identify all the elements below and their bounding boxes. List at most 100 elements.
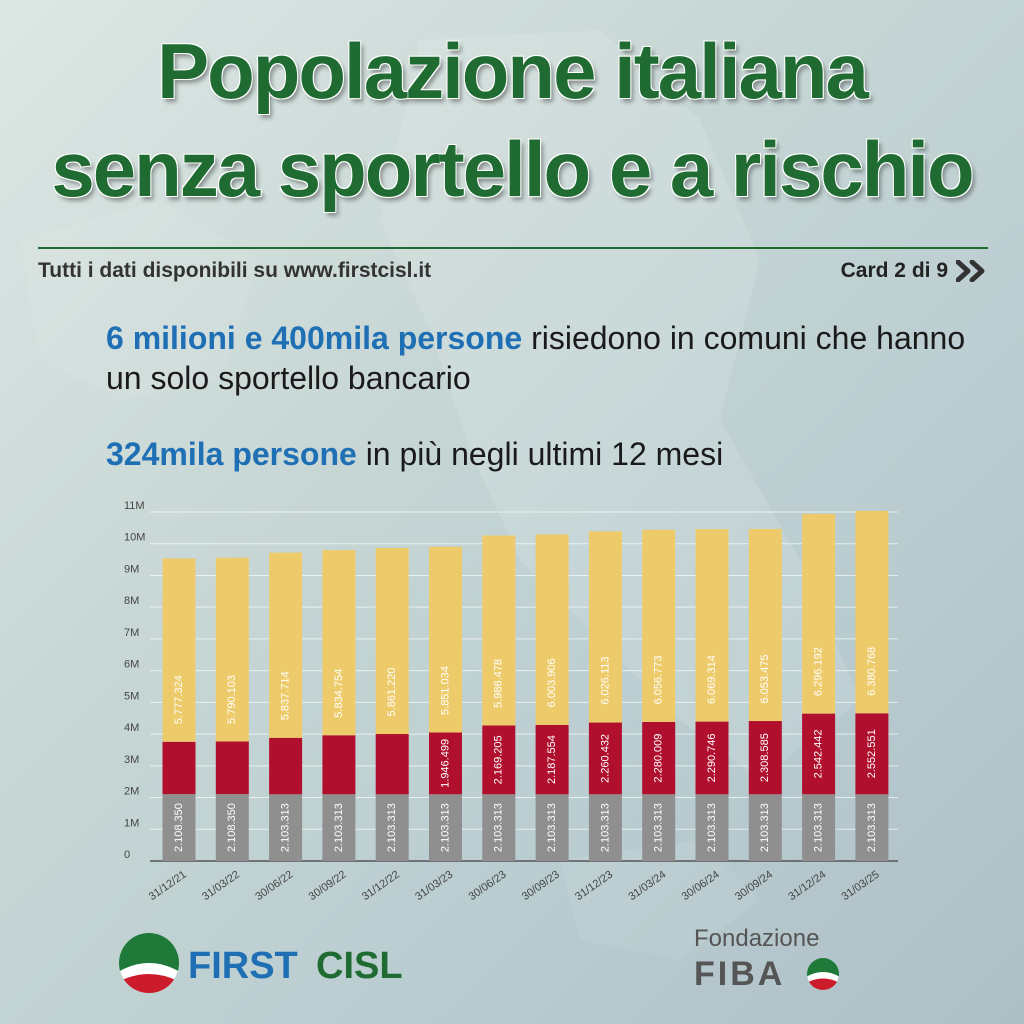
x-tick-label: 31/12/21 [147, 869, 189, 903]
lead-rest-2: in più negli ultimi 12 mesi [356, 436, 724, 472]
fiba-line1: Fondazione [694, 925, 820, 952]
lead-text-1: 6 milioni e 400mila persone risiedono in… [106, 318, 966, 398]
bar-segment [162, 794, 196, 861]
y-tick-label: 3M [124, 754, 139, 766]
y-tick-label: 0 [124, 849, 130, 861]
data-label: 5.790.103 [226, 675, 238, 724]
title-divider [38, 247, 988, 249]
data-label: 5.837.714 [280, 671, 292, 720]
y-tick-label: 9M [124, 563, 139, 575]
lead-rest-1: risiedono in comuni che hanno un solo sp… [106, 320, 966, 396]
bar-segment [748, 721, 782, 795]
data-label: 2.108.350 [173, 803, 185, 852]
bar-segment [269, 737, 303, 795]
lead-text-2: 324mila persone in più negli ultimi 12 m… [106, 434, 966, 474]
bar-segment [162, 558, 196, 742]
y-tick-label: 5M [124, 690, 139, 702]
data-label: 2.308.585 [759, 733, 771, 782]
bar-segment [802, 513, 836, 714]
data-label: 2.103.313 [546, 803, 558, 852]
data-label: 6.296.192 [813, 647, 825, 696]
bar-segment [269, 552, 303, 738]
bar-segment [802, 794, 836, 861]
data-label: 6.003.906 [546, 658, 558, 707]
bar-segment [588, 794, 622, 861]
bar-segment [535, 794, 569, 861]
fiba-line2: FIBA [694, 955, 786, 993]
y-tick-label: 7M [124, 627, 139, 639]
y-tick-label: 10M [124, 532, 145, 544]
data-label: 6.380.768 [866, 647, 878, 696]
x-tick-label: 31/03/23 [413, 869, 455, 903]
x-tick-label: 31/12/23 [573, 869, 615, 903]
x-tick-label: 31/03/22 [200, 869, 242, 903]
bar-segment [695, 794, 729, 861]
fiba-logo: Fondazione FIBA [694, 925, 854, 995]
double-chevron-right-icon [956, 260, 985, 282]
x-tick-label: 31/12/22 [360, 869, 402, 903]
lead-highlight-2: 324mila persone [106, 436, 357, 472]
x-tick-label: 30/09/22 [307, 869, 349, 903]
data-label: 2.103.313 [706, 803, 718, 852]
logo-cisl-word: CISL [316, 945, 403, 987]
y-tick-label: 11M [124, 500, 145, 512]
data-label: 2.290.746 [706, 733, 718, 782]
data-label: 2.280.009 [653, 734, 665, 783]
bar-segment [535, 534, 569, 725]
data-label: 1.946.499 [439, 739, 451, 788]
bar-segment [642, 721, 676, 795]
bar-segment [588, 722, 622, 795]
data-label: 6.056.773 [653, 655, 665, 704]
data-label: 2.187.554 [546, 735, 558, 784]
lead-highlight-1: 6 milioni e 400mila persone [106, 320, 523, 356]
bar-segment [855, 713, 889, 795]
x-tick-label: 30/06/22 [253, 869, 295, 903]
bar-segment [215, 794, 249, 861]
data-label: 2.552.551 [866, 729, 878, 778]
page-title-line1: Popolazione italiana [157, 27, 869, 115]
data-label: 2.260.432 [599, 734, 611, 783]
x-tick-label: 30/06/24 [680, 869, 722, 903]
data-label: 5.777.324 [173, 675, 185, 724]
data-label: 6.069.314 [706, 655, 718, 704]
data-label: 6.053.475 [759, 655, 771, 704]
bar-segment [215, 741, 249, 795]
fiba-emblem [807, 958, 839, 990]
data-label: 2.542.442 [813, 729, 825, 778]
bar-segment [588, 531, 622, 723]
data-label: 2.103.313 [813, 803, 825, 852]
bar-segment [322, 550, 356, 736]
bar-segment [695, 721, 729, 795]
x-tick-label: 31/03/24 [626, 869, 668, 903]
bar-segment [482, 535, 516, 726]
data-label: 5.986.478 [493, 659, 505, 708]
bar-segment [855, 510, 889, 714]
card-counter-label: Card 2 di 9 [840, 259, 948, 282]
bar-segment [748, 528, 782, 722]
x-tick-label: 30/09/24 [733, 869, 775, 903]
bar-segment [748, 794, 782, 861]
y-tick-label: 4M [124, 722, 139, 734]
y-tick-label: 2M [124, 786, 139, 798]
bar-segment [482, 725, 516, 795]
first-cisl-logo: FIRST CISL [118, 932, 408, 996]
data-label: 5.834.754 [333, 669, 345, 718]
data-label: 2.103.313 [333, 803, 345, 852]
x-tick-label: 31/03/25 [840, 869, 882, 903]
bar-segment [642, 794, 676, 861]
bar-segment [215, 557, 249, 742]
data-label: 2.103.313 [386, 803, 398, 852]
bar-segment [162, 741, 196, 795]
data-label: 2.103.313 [280, 803, 292, 852]
source-text: Tutti i dati disponibili su www.firstcis… [38, 259, 432, 282]
bar-segment [322, 735, 356, 795]
data-label: 5.851.034 [439, 666, 451, 715]
data-label: 2.103.313 [866, 803, 878, 852]
data-label: 2.103.313 [439, 803, 451, 852]
bar-segment [429, 732, 462, 795]
y-tick-label: 1M [124, 817, 139, 829]
x-tick-label: 30/06/23 [467, 869, 509, 903]
bar-segment [375, 548, 409, 734]
